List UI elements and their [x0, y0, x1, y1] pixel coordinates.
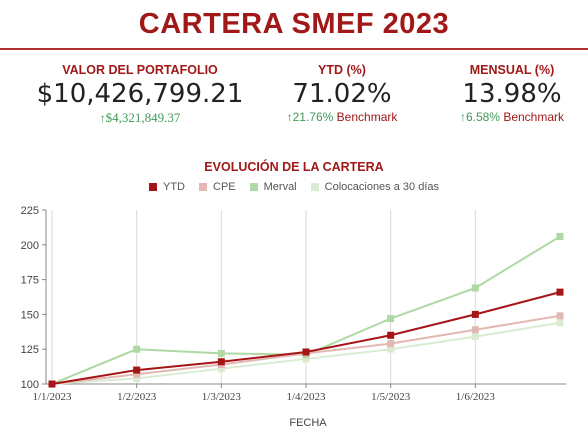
- legend-label: Colocaciones a 30 días: [324, 181, 439, 193]
- y-tick-label: 225: [21, 205, 39, 217]
- y-tick-label: 200: [21, 240, 39, 252]
- y-tick-label: 175: [21, 275, 39, 287]
- data-point: [556, 319, 564, 327]
- legend-label: Merval: [263, 181, 297, 193]
- legend-swatch: [310, 183, 319, 191]
- data-point: [217, 349, 225, 357]
- arrow-up-icon: ↑: [286, 110, 293, 124]
- y-tick-label: 150: [21, 309, 39, 321]
- data-point: [471, 284, 479, 292]
- kpi-ytd: YTD (%) 71.02% ↑21.76% Benchmark: [262, 63, 422, 124]
- y-tick-label: 100: [21, 379, 39, 391]
- x-tick-label: 1/2/2023: [117, 391, 157, 403]
- data-point: [133, 345, 141, 353]
- data-point: [471, 333, 479, 341]
- kpi-value: 13.98%: [462, 79, 562, 109]
- data-point: [556, 312, 564, 320]
- x-tick-label: 1/5/2023: [371, 391, 411, 403]
- legend-swatch: [249, 183, 258, 191]
- data-point: [48, 380, 56, 388]
- data-point: [387, 331, 395, 339]
- data-point: [387, 340, 395, 348]
- kpi-label: VALOR DEL PORTAFOLIO: [62, 63, 218, 77]
- data-point: [302, 348, 310, 356]
- legend-label: CPE: [213, 181, 236, 193]
- data-point: [471, 326, 479, 334]
- data-point: [133, 374, 141, 382]
- data-point: [556, 232, 564, 240]
- kpi-delta: ↑$4,321,849.37: [20, 110, 260, 126]
- x-tick-label: 1/6/2023: [456, 391, 496, 403]
- arrow-up-icon: ↑: [99, 111, 106, 125]
- x-tick-label: 1/4/2023: [286, 391, 326, 403]
- data-point: [387, 345, 395, 353]
- legend-swatch: [149, 183, 157, 191]
- kpi-label: MENSUAL (%): [469, 63, 555, 77]
- legend-item[interactable]: CPE: [199, 181, 236, 193]
- kpi-label: YTD (%): [318, 63, 366, 77]
- legend-item[interactable]: YTD: [149, 181, 185, 193]
- kpi-monthly: MENSUAL (%) 13.98% ↑6.58% Benchmark: [432, 63, 588, 124]
- kpi-portfolio-value: VALOR DEL PORTAFOLIO $10,426,799.21 ↑$4,…: [20, 63, 260, 126]
- data-point: [302, 355, 310, 363]
- data-point: [387, 315, 395, 323]
- x-tick-label: 1/1/2023: [32, 391, 72, 403]
- data-point: [217, 358, 225, 366]
- legend-item[interactable]: Colocaciones a 30 días: [310, 181, 439, 193]
- legend-item[interactable]: Merval: [249, 181, 297, 193]
- kpi-benchmark-label: Benchmark: [503, 110, 565, 124]
- arrow-up-icon: ↑: [459, 110, 466, 124]
- kpi-value: $10,426,799.21: [36, 79, 244, 109]
- y-tick-label: 125: [21, 344, 39, 356]
- chart-legend: YTD CPE Merval Colocaciones a 30 días: [0, 181, 588, 193]
- data-point: [217, 365, 225, 373]
- kpi-delta: ↑21.76% Benchmark: [262, 110, 422, 124]
- data-point: [556, 288, 564, 296]
- data-point: [471, 310, 479, 318]
- kpi-delta-value: 6.58%: [465, 110, 500, 124]
- data-point: [133, 366, 141, 374]
- chart-title: EVOLUCIÓN DE LA CARTERA: [204, 160, 384, 174]
- data-point: [133, 370, 141, 378]
- legend-label: YTD: [163, 181, 185, 193]
- kpi-delta-value: $4,321,849.37: [105, 110, 181, 125]
- x-axis-label: FECHA: [289, 417, 327, 429]
- kpi-benchmark-label: Benchmark: [336, 110, 398, 124]
- kpi-delta: ↑6.58% Benchmark: [432, 110, 588, 124]
- title-divider: [0, 48, 588, 50]
- kpi-value: 71.02%: [292, 79, 392, 109]
- page-title: CARTERA SMEF 2023: [138, 8, 450, 40]
- x-tick-label: 1/3/2023: [202, 391, 242, 403]
- kpi-delta-value: 21.76%: [292, 110, 334, 124]
- legend-swatch: [199, 183, 207, 191]
